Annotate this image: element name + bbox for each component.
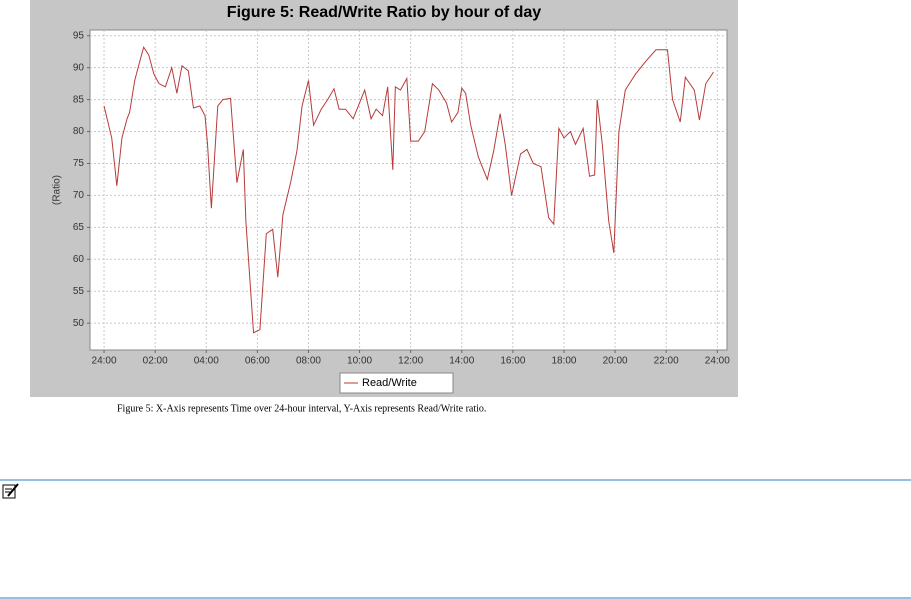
- x-tick-label: 20:00: [603, 356, 628, 367]
- x-tick-label: 24:00: [92, 356, 117, 367]
- y-tick-label: 90: [73, 62, 85, 73]
- figure-caption: Figure 5: X-Axis represents Time over 24…: [117, 403, 486, 414]
- x-tick-label: 04:00: [194, 356, 219, 367]
- y-tick-label: 65: [73, 222, 85, 233]
- x-tick-label: 12:00: [398, 356, 423, 367]
- y-tick-label: 70: [73, 190, 85, 201]
- y-tick-label: 95: [73, 30, 85, 41]
- y-tick-label: 50: [73, 318, 85, 329]
- chart-title: Figure 5: Read/Write Ratio by hour of da…: [227, 4, 542, 21]
- legend-label: Read/Write: [362, 377, 417, 389]
- y-tick-label: 60: [73, 254, 85, 265]
- x-tick-label: 10:00: [347, 356, 372, 367]
- y-axis-label: (Ratio): [52, 175, 63, 205]
- x-tick-label: 06:00: [245, 356, 270, 367]
- y-tick-label: 80: [73, 126, 85, 137]
- y-tick-label: 75: [73, 158, 85, 169]
- x-tick-label: 08:00: [296, 356, 321, 367]
- x-tick-label: 02:00: [143, 356, 168, 367]
- y-tick-label: 85: [73, 94, 85, 105]
- data-line: [103, 46, 714, 334]
- note-icon: [2, 483, 19, 499]
- x-tick-label: 16:00: [500, 356, 525, 367]
- plot-area: [89, 29, 728, 351]
- x-tick-label: 18:00: [551, 356, 576, 367]
- x-tick-label: 14:00: [449, 356, 474, 367]
- legend-box: [339, 372, 454, 394]
- x-tick-label: 24:00: [705, 356, 730, 367]
- x-tick-label: 22:00: [654, 356, 679, 367]
- y-tick-label: 55: [73, 286, 85, 297]
